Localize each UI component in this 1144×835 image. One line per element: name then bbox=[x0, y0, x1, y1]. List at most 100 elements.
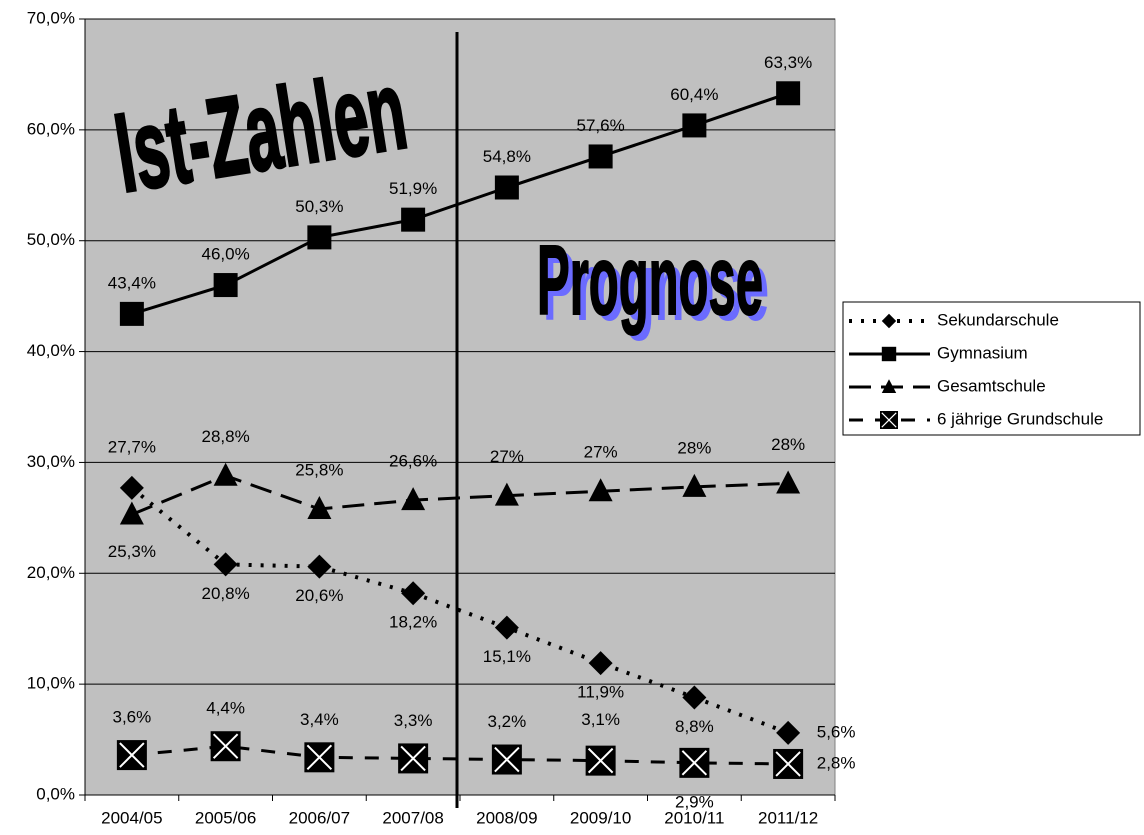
marker bbox=[588, 144, 613, 169]
marker bbox=[585, 745, 616, 776]
series: 3,6% 4,4% 3,4% 3,3% 3,2% 3,1% 2,9% 2,8% bbox=[113, 699, 856, 812]
data-label: 26,6% bbox=[389, 452, 437, 471]
marker bbox=[881, 313, 897, 329]
marker bbox=[304, 742, 335, 773]
data-label: 28,8% bbox=[202, 427, 250, 446]
y-tick-label: 70,0% bbox=[27, 8, 75, 27]
y-tick-label: 60,0% bbox=[27, 119, 75, 138]
y-tick-label: 0,0% bbox=[36, 784, 75, 803]
data-label: 27% bbox=[490, 447, 524, 466]
y-tick-label: 30,0% bbox=[27, 452, 75, 471]
data-label: 8,8% bbox=[675, 717, 714, 736]
data-label: 43,4% bbox=[108, 273, 156, 292]
marker-cross bbox=[119, 742, 145, 768]
marker-cross bbox=[400, 745, 426, 772]
legend-marker bbox=[880, 411, 898, 429]
marker bbox=[494, 615, 519, 640]
y-tick-label: 10,0% bbox=[27, 674, 75, 693]
data-label: 25,3% bbox=[108, 542, 156, 561]
data-label: 28% bbox=[677, 438, 711, 457]
marker bbox=[494, 482, 519, 506]
marker bbox=[401, 581, 426, 606]
y-tick-label: 20,0% bbox=[27, 563, 75, 582]
marker bbox=[401, 487, 426, 511]
series-line bbox=[130, 486, 789, 735]
marker bbox=[494, 175, 519, 200]
data-label: 18,2% bbox=[389, 613, 437, 632]
x-tick-label: 2006/07 bbox=[289, 808, 350, 827]
x-tick-label: 2005/06 bbox=[195, 808, 256, 827]
marker-cross bbox=[775, 751, 801, 777]
legend-label: Gymnasium bbox=[937, 343, 1028, 362]
legend-label: Sekundarschule bbox=[937, 310, 1059, 329]
x-tick-label: 2007/08 bbox=[382, 808, 443, 827]
marker bbox=[307, 495, 332, 519]
data-label: 20,8% bbox=[202, 584, 250, 603]
legend-marker bbox=[881, 346, 897, 362]
series-line bbox=[131, 744, 789, 766]
legend-label: Gesamtschule bbox=[937, 376, 1046, 395]
data-label: 50,3% bbox=[295, 197, 343, 216]
y-tick-label: 50,0% bbox=[27, 230, 75, 249]
series: 25,3% 28,8% 25,8% 26,6% 27% 27% 28% 28% bbox=[108, 427, 805, 561]
annotation-shadow: Prognose bbox=[543, 233, 769, 342]
marker bbox=[119, 501, 144, 525]
marker bbox=[213, 552, 238, 577]
marker bbox=[401, 207, 426, 232]
marker bbox=[119, 301, 144, 326]
legend-marker bbox=[881, 313, 897, 329]
annotation: Prognose bbox=[537, 227, 763, 336]
data-label: 2,9% bbox=[675, 792, 714, 811]
marker-cross bbox=[212, 733, 239, 759]
x-tick-label: 2011/12 bbox=[758, 808, 818, 827]
marker bbox=[679, 747, 710, 778]
marker bbox=[307, 225, 332, 250]
data-label: 63,3% bbox=[764, 53, 812, 72]
marker bbox=[881, 346, 897, 362]
marker bbox=[588, 651, 613, 676]
marker bbox=[682, 113, 707, 138]
marker bbox=[210, 731, 241, 762]
data-label: 3,4% bbox=[300, 710, 339, 729]
series-line bbox=[131, 91, 789, 316]
data-label: 15,1% bbox=[483, 647, 531, 666]
series-line bbox=[131, 474, 789, 516]
data-label: 57,6% bbox=[577, 116, 625, 135]
marker-cross bbox=[881, 412, 897, 428]
data-label: 2,8% bbox=[817, 753, 856, 772]
data-label: 27% bbox=[584, 443, 618, 462]
marker bbox=[307, 554, 332, 579]
data-label: 28% bbox=[771, 435, 805, 454]
series: 43,4% 46,0% 50,3% 51,9% 54,8% 57,6% 60,4% 63,3% bbox=[108, 53, 812, 326]
marker bbox=[213, 273, 238, 298]
data-label: 11,9% bbox=[577, 683, 624, 702]
marker bbox=[588, 478, 613, 502]
data-label: 5,6% bbox=[817, 722, 856, 741]
marker bbox=[881, 379, 897, 393]
marker bbox=[398, 743, 429, 774]
data-label: 3,2% bbox=[488, 712, 527, 731]
x-tick-label: 2008/09 bbox=[476, 808, 537, 827]
y-tick-label: 40,0% bbox=[27, 341, 75, 360]
series: 27,7% 20,8% 20,6% 18,2% 15,1% 11,9% 8,8% 5,6% bbox=[108, 437, 856, 745]
data-label: 4,4% bbox=[206, 699, 245, 718]
data-label: 3,3% bbox=[394, 711, 433, 730]
marker bbox=[116, 740, 147, 771]
marker-cross bbox=[494, 746, 520, 773]
x-tick-label: 2004/05 bbox=[101, 808, 162, 827]
x-tick-label: 2009/10 bbox=[570, 808, 631, 827]
data-label: 27,7% bbox=[108, 437, 156, 456]
data-label: 46,0% bbox=[202, 245, 250, 264]
marker bbox=[682, 685, 707, 710]
data-label: 3,6% bbox=[113, 708, 152, 727]
marker bbox=[776, 81, 801, 106]
marker bbox=[776, 470, 801, 494]
x-tick-label: 2010/11 bbox=[664, 808, 724, 827]
data-label: 54,8% bbox=[483, 147, 531, 166]
data-label: 20,6% bbox=[295, 586, 343, 605]
marker bbox=[773, 748, 804, 779]
marker-cross bbox=[681, 750, 708, 776]
marker bbox=[119, 475, 144, 500]
data-label: 3,1% bbox=[581, 710, 620, 729]
